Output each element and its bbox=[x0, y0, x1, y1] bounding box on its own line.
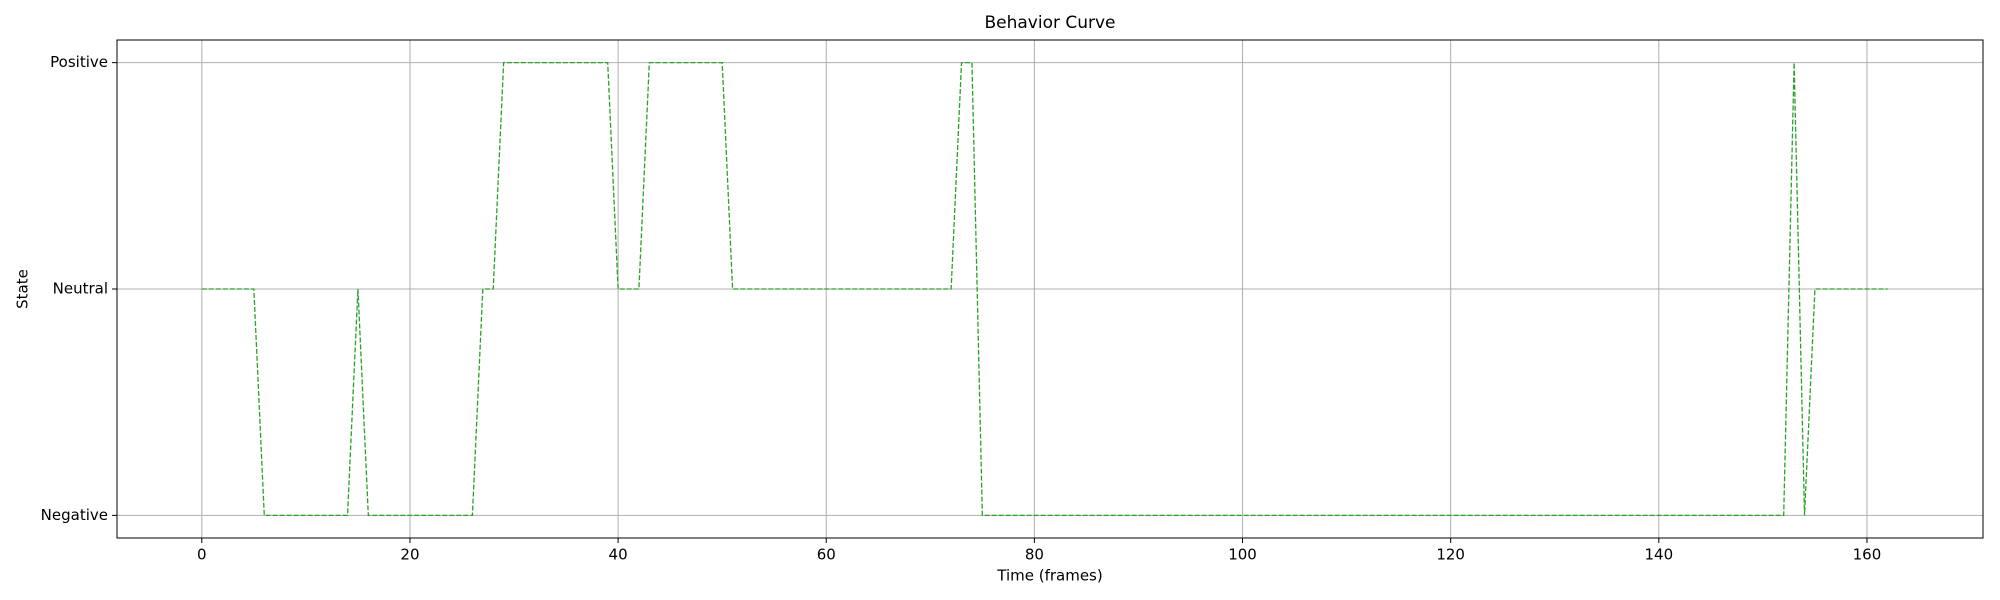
x-tick-label: 0 bbox=[197, 546, 207, 564]
x-tick-label: 60 bbox=[817, 546, 836, 564]
y-axis-label: State bbox=[14, 269, 32, 309]
x-tick-label: 80 bbox=[1025, 546, 1044, 564]
x-tick-label: 40 bbox=[609, 546, 628, 564]
x-tick-label: 120 bbox=[1436, 546, 1465, 564]
x-tick-label: 20 bbox=[400, 546, 419, 564]
chart-title: Behavior Curve bbox=[984, 13, 1115, 33]
plot-frame bbox=[116, 39, 1984, 539]
x-tick-label: 160 bbox=[1853, 546, 1882, 564]
x-tick-label: 140 bbox=[1644, 546, 1673, 564]
y-tick-label: Neutral bbox=[53, 280, 108, 298]
x-axis-label: Time (frames) bbox=[996, 567, 1102, 585]
x-tick-label: 100 bbox=[1228, 546, 1257, 564]
y-tick-label: Negative bbox=[41, 506, 108, 524]
data-line bbox=[201, 61, 1888, 517]
y-tick-label: Positive bbox=[50, 53, 108, 71]
